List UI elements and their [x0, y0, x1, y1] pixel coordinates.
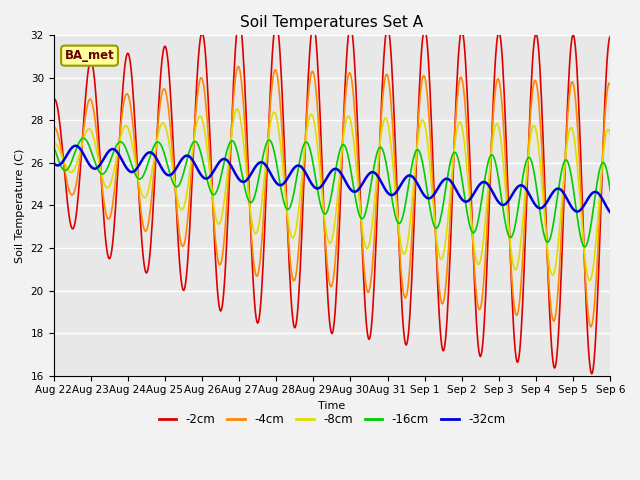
- -8cm: [324, 237, 332, 243]
- Line: -8cm: -8cm: [54, 109, 611, 280]
- -8cm: [433, 240, 441, 245]
- -32cm: [173, 165, 180, 171]
- -32cm: [607, 209, 614, 215]
- Line: -16cm: -16cm: [54, 138, 611, 247]
- -16cm: [556, 177, 564, 182]
- -4cm: [556, 257, 564, 263]
- -2cm: [172, 193, 180, 199]
- -4cm: [196, 78, 204, 84]
- Title: Soil Temperatures Set A: Soil Temperatures Set A: [241, 15, 424, 30]
- -2cm: [236, 16, 243, 22]
- -16cm: [50, 143, 58, 149]
- Line: -2cm: -2cm: [54, 19, 611, 374]
- -8cm: [233, 106, 241, 112]
- -2cm: [556, 300, 564, 306]
- -2cm: [50, 96, 58, 102]
- -32cm: [433, 187, 441, 192]
- -2cm: [607, 34, 614, 39]
- Line: -32cm: -32cm: [54, 146, 611, 212]
- -8cm: [172, 186, 180, 192]
- -4cm: [433, 257, 441, 263]
- Line: -4cm: -4cm: [54, 66, 611, 327]
- -4cm: [378, 102, 386, 108]
- -8cm: [556, 221, 564, 227]
- -8cm: [378, 125, 386, 131]
- -32cm: [378, 181, 386, 187]
- -2cm: [196, 41, 204, 47]
- -4cm: [50, 124, 58, 130]
- -4cm: [234, 63, 242, 69]
- Text: BA_met: BA_met: [65, 49, 115, 62]
- -8cm: [586, 277, 593, 283]
- -16cm: [607, 188, 614, 193]
- -2cm: [433, 267, 441, 273]
- -32cm: [324, 173, 332, 179]
- -32cm: [50, 160, 58, 166]
- -4cm: [172, 193, 180, 199]
- -32cm: [556, 186, 564, 192]
- -4cm: [587, 324, 595, 330]
- -4cm: [324, 270, 332, 276]
- -16cm: [581, 244, 589, 250]
- X-axis label: Time: Time: [318, 401, 346, 411]
- -8cm: [196, 113, 204, 119]
- -4cm: [607, 82, 614, 87]
- Legend: -2cm, -4cm, -8cm, -16cm, -32cm: -2cm, -4cm, -8cm, -16cm, -32cm: [154, 408, 510, 431]
- -2cm: [588, 371, 596, 377]
- -16cm: [173, 184, 180, 190]
- -16cm: [433, 225, 441, 231]
- -2cm: [324, 298, 332, 304]
- -2cm: [378, 86, 386, 92]
- -16cm: [324, 206, 332, 212]
- -32cm: [72, 143, 80, 149]
- -8cm: [607, 132, 614, 137]
- -16cm: [80, 135, 88, 141]
- -16cm: [378, 146, 386, 152]
- Y-axis label: Soil Temperature (C): Soil Temperature (C): [15, 148, 25, 263]
- -8cm: [50, 139, 58, 145]
- -32cm: [196, 171, 204, 177]
- -16cm: [196, 149, 204, 155]
